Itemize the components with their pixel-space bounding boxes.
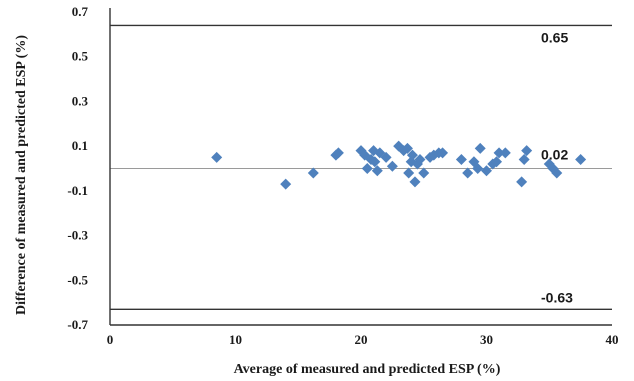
y-tick-label: 0.5	[72, 49, 89, 64]
data-point	[516, 176, 528, 188]
data-point	[493, 147, 505, 159]
y-tick-label: -0.3	[67, 228, 88, 243]
x-tick-label: 0	[107, 332, 114, 347]
data-point	[409, 176, 421, 188]
data-point	[518, 154, 530, 166]
x-tick-label: 20	[355, 332, 368, 347]
reference-line-label: 0.65	[541, 29, 568, 45]
data-point	[380, 151, 392, 163]
data-point	[403, 167, 415, 179]
y-axis-title: Difference of measured and predicted ESP…	[14, 35, 29, 315]
reference-line-label: 0.02	[541, 147, 568, 163]
data-point	[386, 160, 398, 172]
data-point	[474, 142, 486, 154]
data-point	[307, 167, 319, 179]
reference-line-label: -0.63	[541, 289, 573, 305]
data-point	[369, 156, 381, 168]
data-point	[361, 163, 373, 174]
data-point	[406, 149, 418, 161]
data-point	[414, 154, 426, 166]
data-point	[455, 154, 467, 166]
data-point	[332, 147, 344, 159]
y-tick-label: 0.3	[72, 93, 89, 108]
data-point	[521, 145, 533, 157]
y-tick-label: -0.1	[67, 183, 88, 198]
x-axis-title: Average of measured and predicted ESP (%…	[234, 362, 501, 377]
data-points	[211, 140, 587, 190]
data-point	[437, 147, 449, 159]
y-tick-label: 0.1	[72, 138, 88, 153]
axes	[109, 8, 612, 326]
reference-line-labels: 0.65 0.02 -0.63	[541, 29, 573, 305]
data-point	[472, 163, 484, 174]
data-point	[491, 156, 503, 168]
y-tick-labels: 0.7 0.5 0.3 0.1 -0.1 -0.3 -0.5 -0.7	[67, 4, 88, 332]
data-point	[462, 167, 474, 179]
data-point	[481, 165, 492, 177]
reference-lines	[110, 24, 612, 311]
data-point	[575, 154, 587, 166]
data-point	[551, 167, 563, 179]
y-tick-label: 0.7	[72, 4, 89, 19]
data-point	[280, 178, 292, 190]
x-tick-label: 30	[480, 332, 493, 347]
y-tick-label: -0.7	[67, 317, 88, 332]
x-tick-label: 40	[606, 332, 619, 347]
data-point	[418, 167, 430, 179]
data-point	[211, 151, 223, 163]
data-point	[401, 142, 413, 154]
x-tick-labels: 0 10 20 30 40	[107, 332, 619, 347]
y-tick-label: -0.5	[67, 272, 88, 287]
data-point	[371, 165, 383, 177]
x-tick-label: 10	[229, 332, 242, 347]
data-point	[499, 147, 511, 159]
